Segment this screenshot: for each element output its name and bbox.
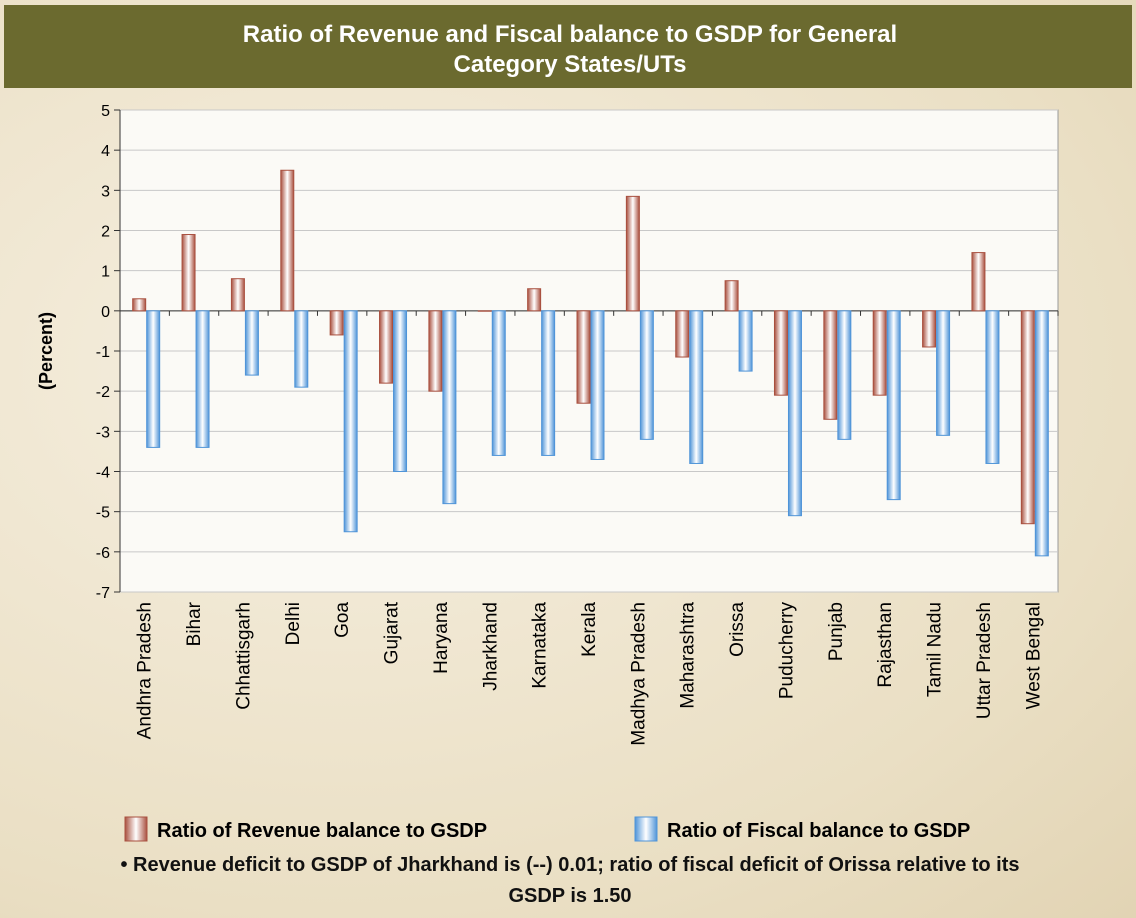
x-tick-label: Madhya Pradesh (628, 602, 649, 746)
bar (1020, 310, 1035, 525)
y-tick-label: -3 (96, 424, 110, 441)
x-tick-label: Karnataka (530, 602, 551, 689)
x-tick-label: Maharashtra (678, 602, 699, 709)
bar (625, 195, 640, 312)
x-tick-label: Chhattisgarh (233, 602, 254, 710)
bar (442, 310, 457, 505)
bar (738, 310, 753, 372)
chart-title: Ratio of Revenue and Fiscal balance to G… (242, 21, 898, 78)
y-tick-label: -2 (96, 384, 110, 401)
bar (590, 310, 605, 460)
x-tick-label: Orissa (727, 602, 748, 657)
x-tick-label: Puducherry (776, 602, 797, 700)
bar (132, 298, 147, 312)
x-tick-label: Kerala (579, 602, 600, 657)
y-tick-label: -1 (96, 344, 110, 361)
x-tick-label: Goa (332, 602, 353, 638)
legend-label: Ratio of Fiscal balance to GSDP (667, 820, 970, 842)
legend-label: Ratio of Revenue balance to GSDP (157, 820, 487, 842)
bar (936, 310, 951, 436)
bar (428, 310, 443, 392)
bar (837, 310, 852, 440)
bar (675, 310, 690, 358)
bar (922, 310, 937, 348)
bar (724, 280, 739, 312)
title-banner (4, 5, 1132, 88)
bar (393, 310, 408, 473)
bar (823, 310, 838, 420)
bar (576, 310, 591, 404)
bar (181, 234, 196, 312)
x-tick-label: Andhra Pradesh (135, 602, 156, 739)
x-tick-label: Punjab (826, 602, 847, 661)
y-tick-label: 1 (101, 264, 110, 281)
bar (280, 169, 295, 312)
y-tick-label: -5 (96, 505, 110, 522)
x-tick-label: Gujarat (382, 601, 403, 664)
bar (329, 310, 344, 336)
bar (886, 310, 901, 501)
legend-swatch (124, 816, 148, 842)
legend-swatch (634, 816, 658, 842)
x-tick-label: Tamil Nadu (925, 602, 946, 697)
bar (639, 310, 654, 440)
bar (244, 310, 259, 376)
x-tick-label: Haryana (431, 602, 452, 674)
bar (195, 310, 210, 448)
bar (343, 310, 358, 533)
y-tick-label: -6 (96, 545, 110, 562)
x-tick-label: Delhi (283, 602, 304, 645)
bar (1034, 310, 1049, 557)
y-tick-label: 2 (101, 224, 110, 241)
bar (787, 310, 802, 517)
bar (985, 310, 1000, 464)
bar (527, 288, 542, 312)
bar (294, 310, 309, 388)
x-tick-label: Bihar (184, 601, 205, 646)
bar (230, 278, 245, 312)
y-tick-label: -7 (96, 585, 110, 602)
bar (872, 310, 887, 396)
x-tick-label: Jharkhand (480, 602, 501, 691)
bar (689, 310, 704, 464)
y-tick-label: 5 (101, 103, 110, 120)
y-tick-label: -4 (96, 465, 110, 482)
x-tick-label: Uttar Pradesh (974, 602, 995, 719)
x-tick-label: Rajasthan (875, 602, 896, 688)
x-tick-label: West Bengal (1023, 602, 1044, 709)
y-tick-label: 0 (101, 304, 110, 321)
bar (491, 310, 506, 456)
footnote: • Revenue deficit to GSDP of Jharkhand i… (120, 854, 1020, 907)
y-tick-label: 3 (101, 183, 110, 200)
bar (379, 310, 394, 384)
y-tick-label: 4 (101, 143, 110, 160)
y-axis-label: (Percent) (36, 312, 56, 390)
bar (541, 310, 556, 456)
bar (971, 252, 986, 312)
bar (146, 310, 161, 448)
bar (773, 310, 788, 396)
